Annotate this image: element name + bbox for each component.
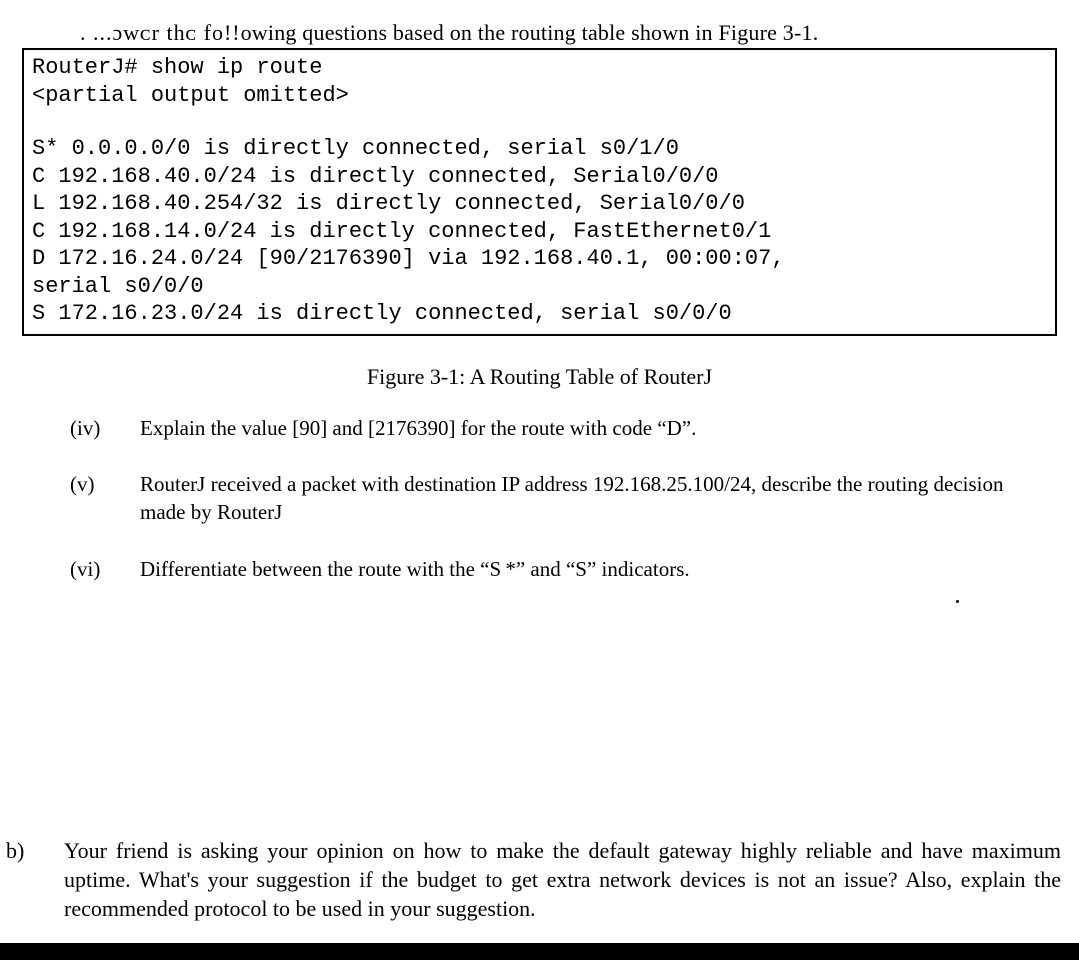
question-text: Explain the value [90] and [2176390] for… xyxy=(140,414,1039,442)
question-text: Differentiate between the route with the… xyxy=(140,555,1039,583)
intro-rest: owing questions based on the routing tab… xyxy=(241,20,819,45)
routing-entry: C 192.168.14.0/24 is directly connected,… xyxy=(32,218,1047,246)
question-v: (v) RouterJ received a packet with desti… xyxy=(70,470,1039,527)
routing-entry: D 172.16.24.0/24 [90/2176390] via 192.16… xyxy=(32,245,1047,273)
routing-table-box: RouterJ# show ip route <partial output o… xyxy=(22,48,1057,336)
question-vi: (vi) Differentiate between the route wit… xyxy=(70,555,1039,583)
routing-gap xyxy=(32,109,1047,135)
question-text: RouterJ received a packet with destinati… xyxy=(140,470,1039,527)
part-b-text: Your friend is asking your opinion on ho… xyxy=(64,836,1061,923)
question-number: (iv) xyxy=(70,414,140,442)
routing-entry: C 192.168.40.0/24 is directly connected,… xyxy=(32,163,1047,191)
routing-entry: L 192.168.40.254/32 is directly connecte… xyxy=(32,190,1047,218)
stray-dot xyxy=(956,600,959,603)
intro-text: . ...ɔwᴄr thᴄ fᴏ!!owing questions based … xyxy=(80,20,1079,46)
routing-entry: S* 0.0.0.0/0 is directly connected, seri… xyxy=(32,135,1047,163)
figure-caption: Figure 3-1: A Routing Table of RouterJ xyxy=(0,364,1079,390)
routing-line-command: RouterJ# show ip route xyxy=(32,54,1047,82)
routing-entry: serial s0/0/0 xyxy=(32,273,1047,301)
routing-line-omitted: <partial output omitted> xyxy=(32,82,1047,110)
questions-list: (iv) Explain the value [90] and [2176390… xyxy=(70,414,1039,583)
intro-garbled: . ...ɔwᴄr thᴄ fᴏ!! xyxy=(80,20,241,45)
question-number: (v) xyxy=(70,470,140,527)
part-b-label: b) xyxy=(4,836,64,923)
document-page: . ...ɔwᴄr thᴄ fᴏ!!owing questions based … xyxy=(0,0,1079,943)
question-number: (vi) xyxy=(70,555,140,583)
question-iv: (iv) Explain the value [90] and [2176390… xyxy=(70,414,1039,442)
routing-entry: S 172.16.23.0/24 is directly connected, … xyxy=(32,300,1047,328)
part-b: b) Your friend is asking your opinion on… xyxy=(0,836,1079,923)
bottom-black-bar xyxy=(0,943,1079,960)
